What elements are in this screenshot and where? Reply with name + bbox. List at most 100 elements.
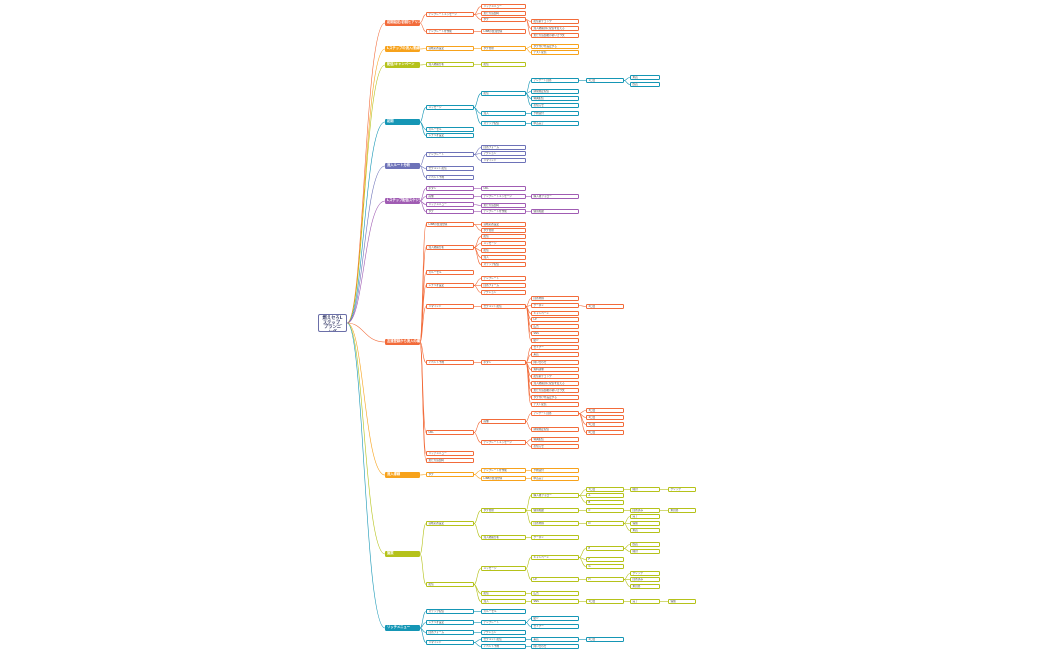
topic-node-level6[interactable]: 開封 (630, 549, 660, 554)
topic-node-level4[interactable]: 購入後フォロー (531, 194, 579, 199)
topic-node-level3[interactable]: LINEの友達登録 (481, 29, 526, 34)
topic-node-level2[interactable]: 画像 (426, 194, 474, 199)
topic-node-level5[interactable]: E (586, 546, 624, 551)
topic-node-level3[interactable]: テンプレートを作成 (481, 209, 526, 214)
topic-node-level3[interactable]: 流入 (481, 599, 526, 604)
topic-node-level3[interactable]: 配信 (481, 62, 526, 67)
topic-node-level3[interactable]: リッチメニュー (481, 4, 526, 9)
topic-node-level5[interactable]: 5日目 (586, 422, 624, 427)
topic-node-level4[interactable]: 友だち追加後のあいさつ文 (531, 33, 579, 38)
topic-node-level4[interactable]: 購入後フォロー (531, 493, 579, 498)
topic-node-level5[interactable]: 3日目 (586, 408, 624, 413)
topic-node-level2[interactable]: シナリオ設定 (426, 133, 474, 138)
topic-node-level3[interactable]: 配信 (481, 91, 526, 96)
branch-10[interactable]: リッチメニュー (385, 625, 420, 631)
topic-node-level2[interactable]: テンプレート (426, 152, 474, 157)
topic-node-level7[interactable]: クリック (668, 487, 696, 492)
topic-node-level3[interactable]: 配信 (481, 591, 526, 596)
topic-node-level4[interactable]: 予約受付 (531, 111, 579, 116)
topic-node-level5[interactable]: H (586, 577, 624, 582)
topic-node-level4[interactable]: 申込完了 (531, 476, 579, 481)
topic-node-level3[interactable]: タグ管理 (481, 508, 526, 513)
topic-node-level3[interactable]: メッセージ (481, 241, 526, 246)
topic-node-level6[interactable]: 完了 (630, 514, 660, 519)
topic-node-level6[interactable]: 既読 (630, 542, 660, 547)
topic-node-level2[interactable]: テンプレートを作成 (426, 29, 474, 34)
topic-node-level4[interactable]: 流入経路別に配信を変える (531, 381, 579, 386)
topic-node-level4[interactable]: セミナー (531, 624, 579, 629)
topic-node-level5[interactable]: 2日目 (586, 304, 624, 309)
root-topic[interactable]: 燃えセろLステップ_プランニング (318, 314, 347, 332)
topic-node-level2[interactable]: イベント予約 (426, 175, 474, 180)
topic-node-level4[interactable]: アンケート回答 (531, 411, 579, 416)
branch-1[interactable]: 初期設定/初回ヒアリング (385, 20, 420, 26)
topic-node-level6[interactable]: 回答済み (630, 577, 660, 582)
topic-node-level4[interactable]: 資料請求 (531, 367, 579, 372)
topic-node-level3[interactable]: テンプレートメッセージ (481, 194, 526, 199)
topic-node-level3[interactable]: アクション (481, 630, 526, 635)
topic-node-level2[interactable]: シナリオ設定 (426, 283, 474, 288)
topic-node-level4[interactable]: 広告 (531, 324, 579, 329)
topic-node-level5[interactable]: 1日目 (586, 599, 624, 604)
topic-node-level3[interactable]: 画像 (481, 419, 526, 424)
topic-node-level4[interactable]: アンケート回答 (531, 78, 579, 83)
topic-node-level6[interactable]: 開封 (630, 487, 660, 492)
topic-node-level2[interactable]: 自動応答設定 (426, 521, 474, 526)
topic-node-level4[interactable]: 申込完了 (531, 121, 579, 126)
topic-node-level4[interactable]: お知らせ (531, 444, 579, 449)
topic-node-level3[interactable]: 友だち追加時 (481, 203, 526, 208)
topic-node-level3[interactable]: 配信 (481, 248, 526, 253)
topic-node-level3[interactable]: URL (481, 186, 526, 191)
topic-node-level3[interactable]: 回答フォーム (481, 145, 526, 150)
topic-node-level2[interactable]: 回答フォーム (426, 630, 474, 635)
topic-node-level4[interactable]: 個別相談 (531, 209, 579, 214)
topic-node-level4[interactable]: LP (531, 577, 579, 582)
topic-node-level2[interactable]: リッチメニュー (426, 451, 474, 456)
topic-node-level6[interactable]: 回答済み (630, 508, 660, 513)
topic-node-level4[interactable]: 特典配信 (531, 96, 579, 101)
topic-node-level5[interactable]: 4日目 (586, 415, 624, 420)
topic-node-level4[interactable]: タグ付けを設定する (531, 44, 579, 49)
branch-9[interactable]: 施策 (385, 551, 420, 557)
topic-node-level3[interactable]: テンプレートを作成 (481, 468, 526, 473)
topic-node-level4[interactable]: タグ付けを設定する (531, 395, 579, 400)
topic-node-level2[interactable]: URL (426, 430, 474, 435)
topic-node-level3[interactable]: 流入 (481, 111, 526, 116)
topic-node-level3[interactable]: ボタン (481, 360, 526, 365)
topic-node-level3[interactable]: 流入 (481, 255, 526, 260)
topic-node-level3[interactable]: アクション (481, 290, 526, 295)
topic-node-level4[interactable]: キャンペーン (531, 311, 579, 316)
topic-node-level4[interactable]: 予約受付 (531, 468, 579, 473)
topic-node-level4[interactable]: 問い合わせ (531, 644, 579, 649)
topic-node-level3[interactable]: タグ (481, 17, 526, 22)
topic-node-level3[interactable]: セグメント配信 (481, 637, 526, 642)
topic-node-level2[interactable]: 流入経路分析 (426, 245, 474, 250)
topic-node-level2[interactable]: セグメント配信 (426, 166, 474, 171)
branch-7[interactable]: 友達登録から流入の構成 (385, 339, 420, 345)
topic-node-level5[interactable]: 6日目 (586, 430, 624, 435)
topic-node-level3[interactable]: タグ管理 (481, 228, 526, 233)
topic-node-level2[interactable]: リマインド (426, 304, 474, 309)
topic-node-level2[interactable]: カルーセル (426, 270, 474, 275)
topic-node-level2[interactable]: 友だち追加時 (426, 458, 474, 463)
topic-node-level4[interactable]: 個別相談 (531, 508, 579, 513)
topic-node-level3[interactable]: ステップ配信 (481, 262, 526, 267)
topic-node-level4[interactable]: 広告 (531, 591, 579, 596)
topic-node-level4[interactable]: 特典配信 (531, 437, 579, 442)
topic-node-level4[interactable]: キャンペーン (531, 555, 579, 560)
topic-node-level3[interactable]: アクション (481, 151, 526, 156)
topic-node-level6[interactable]: 既読 (630, 82, 660, 87)
topic-node-level3[interactable]: セグメント配信 (481, 304, 526, 309)
topic-node-level2[interactable]: ステップ配信 (426, 609, 474, 614)
topic-node-level3[interactable]: 流入経路分析 (481, 535, 526, 540)
topic-node-level4[interactable]: お知らせ (531, 103, 579, 108)
topic-node-level4[interactable]: テスト配信 (531, 402, 579, 407)
topic-node-level3[interactable]: カルーセル (481, 609, 526, 614)
topic-node-level4[interactable]: テスト配信 (531, 50, 579, 55)
topic-node-level2[interactable]: LINEの友達登録 (426, 222, 474, 227)
topic-node-level2[interactable]: カルーセル (426, 127, 474, 132)
topic-node-level2[interactable]: ボタン (426, 186, 474, 191)
topic-node-level5[interactable]: 1日目 (586, 78, 624, 83)
topic-node-level4[interactable]: クーポン (531, 303, 579, 308)
topic-node-level4[interactable]: LP (531, 317, 579, 322)
